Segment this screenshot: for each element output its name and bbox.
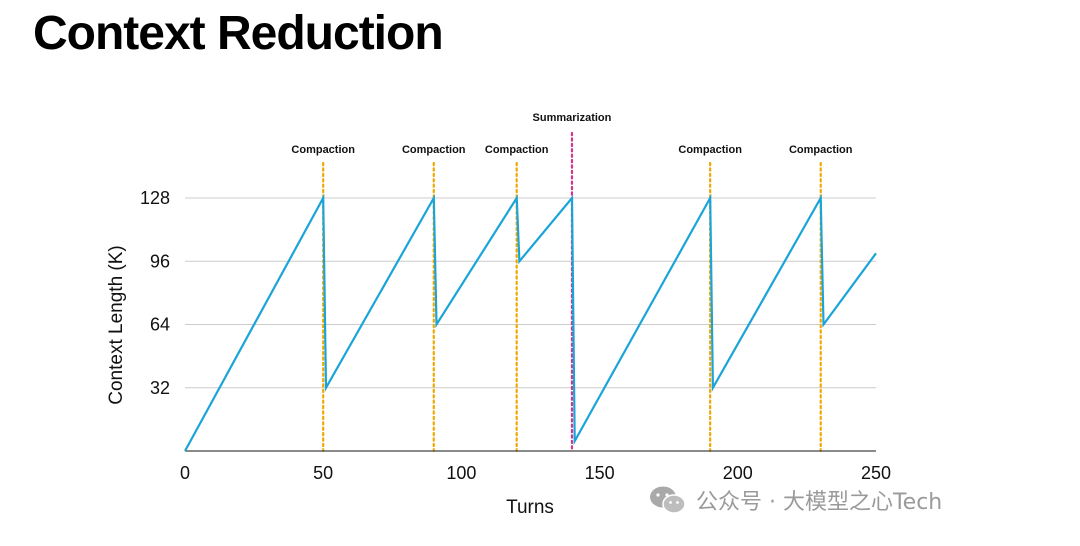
y-tick-label-32: 32 xyxy=(150,378,170,398)
x-axis-label: Turns xyxy=(506,497,554,518)
y-tick-label-64: 64 xyxy=(150,315,170,335)
tick-labels: 0 50 100 150 200 250 32 64 96 128 xyxy=(140,188,891,483)
page-title: Context Reduction xyxy=(33,7,444,60)
y-axis-label: Context Length (K) xyxy=(106,245,127,404)
x-tick-label-250: 250 xyxy=(861,463,891,483)
watermark-text: 公众号 · 大模型之心Tech xyxy=(696,490,943,515)
x-tick-label-100: 100 xyxy=(446,463,476,483)
compaction-label-5: Compaction xyxy=(789,144,853,156)
gridlines xyxy=(185,197,876,389)
summarization-label-3: Summarization xyxy=(533,112,612,124)
series-group xyxy=(184,193,877,452)
y-tick-label-128: 128 xyxy=(140,188,170,208)
compaction-label-0: Compaction xyxy=(291,144,355,156)
event-markers: Compaction Compaction Compaction Summarizat… xyxy=(291,112,853,453)
x-tick-label-0: 0 xyxy=(180,463,190,483)
watermark: 公众号 · 大模型之心Tech xyxy=(648,484,942,516)
y-tick-label-96: 96 xyxy=(150,251,170,271)
series-line-0 xyxy=(184,193,877,452)
compaction-label-1: Compaction xyxy=(402,144,466,156)
wechat-icon xyxy=(650,486,686,514)
compaction-label-2: Compaction xyxy=(485,144,549,156)
x-tick-label-50: 50 xyxy=(313,463,333,483)
x-tick-label-200: 200 xyxy=(723,463,753,483)
x-tick-label-150: 150 xyxy=(585,463,615,483)
compaction-label-4: Compaction xyxy=(678,144,742,156)
